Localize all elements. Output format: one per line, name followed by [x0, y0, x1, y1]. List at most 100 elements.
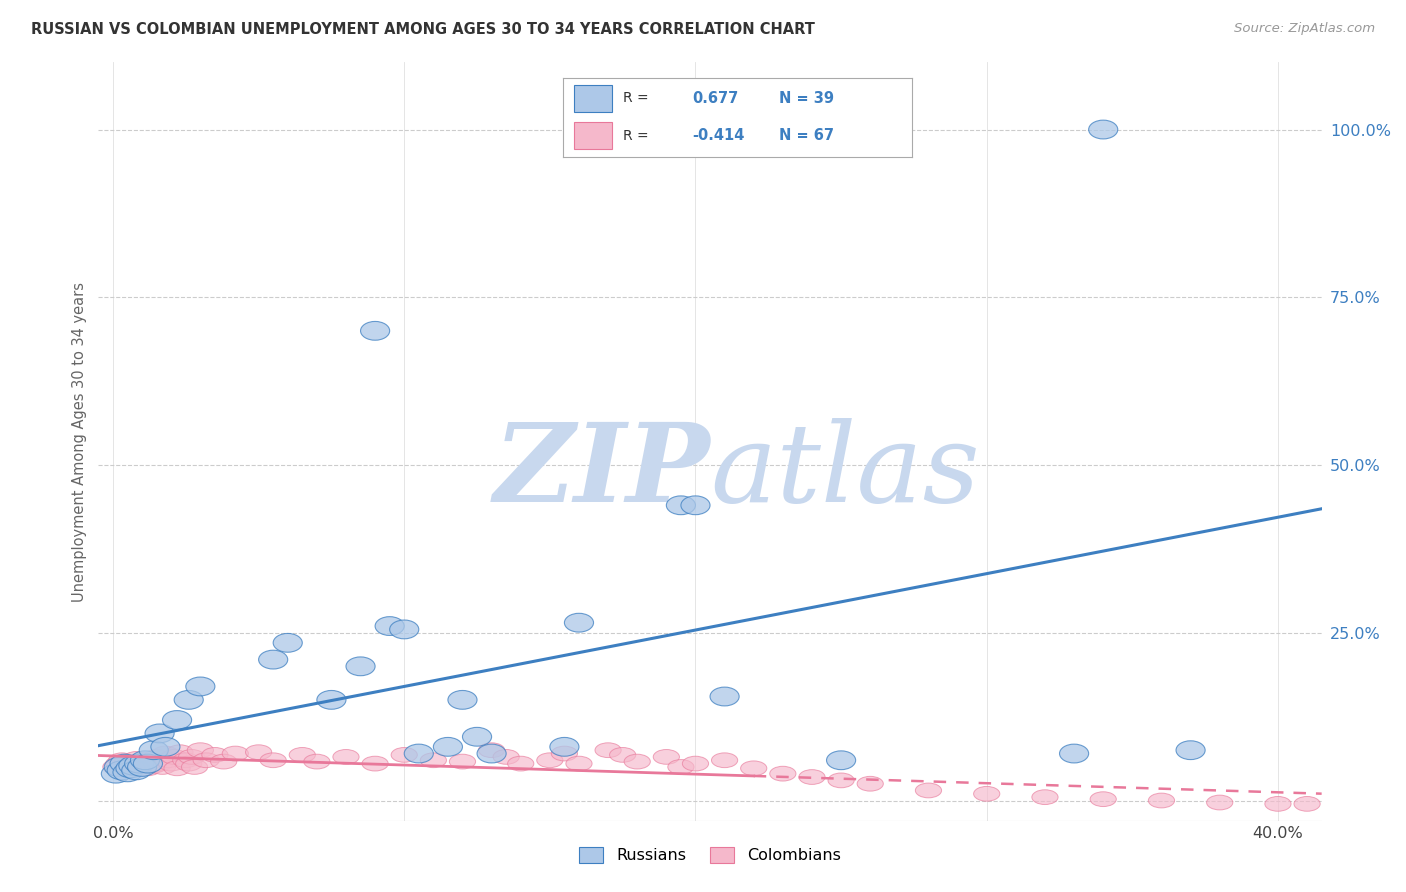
Ellipse shape [828, 773, 855, 788]
Ellipse shape [112, 763, 142, 781]
Ellipse shape [179, 749, 205, 764]
Ellipse shape [149, 760, 176, 774]
Ellipse shape [163, 711, 191, 730]
Ellipse shape [711, 753, 738, 768]
Text: atlas: atlas [710, 418, 980, 525]
Ellipse shape [105, 756, 132, 771]
Ellipse shape [1206, 795, 1233, 810]
Ellipse shape [181, 760, 208, 774]
Ellipse shape [135, 761, 162, 776]
Ellipse shape [150, 738, 180, 756]
Ellipse shape [138, 755, 165, 769]
Ellipse shape [550, 738, 579, 756]
Ellipse shape [595, 743, 621, 757]
Ellipse shape [1149, 793, 1174, 808]
Ellipse shape [1294, 797, 1320, 811]
Ellipse shape [915, 783, 942, 797]
Ellipse shape [420, 753, 447, 768]
Ellipse shape [389, 620, 419, 639]
Ellipse shape [450, 755, 475, 769]
Ellipse shape [114, 755, 141, 769]
Ellipse shape [101, 764, 131, 783]
Ellipse shape [537, 753, 562, 768]
Ellipse shape [494, 749, 519, 764]
Ellipse shape [193, 753, 219, 768]
Ellipse shape [110, 755, 139, 773]
Text: Source: ZipAtlas.com: Source: ZipAtlas.com [1234, 22, 1375, 36]
Ellipse shape [117, 761, 143, 776]
Ellipse shape [710, 687, 740, 706]
Ellipse shape [1265, 797, 1291, 811]
Ellipse shape [260, 753, 287, 768]
Ellipse shape [129, 756, 155, 771]
Ellipse shape [173, 753, 198, 768]
Ellipse shape [132, 753, 157, 768]
Ellipse shape [290, 747, 315, 763]
Ellipse shape [1090, 792, 1116, 806]
Ellipse shape [477, 744, 506, 763]
Ellipse shape [463, 727, 492, 747]
Ellipse shape [799, 770, 825, 784]
Ellipse shape [375, 616, 405, 635]
Ellipse shape [157, 756, 184, 771]
Text: ZIP: ZIP [494, 418, 710, 525]
Ellipse shape [139, 740, 169, 760]
Ellipse shape [1175, 740, 1205, 760]
Ellipse shape [610, 747, 636, 763]
Ellipse shape [624, 755, 651, 769]
Legend: Russians, Colombians: Russians, Colombians [574, 840, 846, 870]
Ellipse shape [273, 633, 302, 652]
Ellipse shape [118, 756, 148, 775]
Ellipse shape [107, 761, 136, 780]
Ellipse shape [176, 756, 202, 771]
Text: RUSSIAN VS COLOMBIAN UNEMPLOYMENT AMONG AGES 30 TO 34 YEARS CORRELATION CHART: RUSSIAN VS COLOMBIAN UNEMPLOYMENT AMONG … [31, 22, 815, 37]
Ellipse shape [131, 751, 160, 770]
Ellipse shape [145, 724, 174, 743]
Ellipse shape [973, 787, 1000, 801]
Ellipse shape [682, 756, 709, 771]
Ellipse shape [404, 744, 433, 763]
Ellipse shape [141, 758, 167, 773]
Y-axis label: Unemployment Among Ages 30 to 34 years: Unemployment Among Ages 30 to 34 years [72, 282, 87, 601]
Ellipse shape [202, 747, 228, 763]
Ellipse shape [681, 496, 710, 515]
Ellipse shape [174, 690, 204, 709]
Ellipse shape [125, 755, 153, 773]
Ellipse shape [115, 759, 145, 778]
Ellipse shape [246, 745, 271, 760]
Ellipse shape [508, 756, 534, 771]
Ellipse shape [124, 752, 149, 766]
Ellipse shape [360, 321, 389, 340]
Ellipse shape [827, 751, 856, 770]
Ellipse shape [333, 749, 359, 764]
Ellipse shape [146, 756, 173, 771]
Ellipse shape [741, 761, 766, 776]
Ellipse shape [654, 749, 679, 764]
Ellipse shape [564, 614, 593, 632]
Ellipse shape [1088, 120, 1118, 139]
Ellipse shape [222, 747, 249, 761]
Ellipse shape [186, 677, 215, 696]
Ellipse shape [121, 756, 146, 771]
Ellipse shape [346, 657, 375, 676]
Ellipse shape [162, 749, 187, 764]
Ellipse shape [165, 761, 190, 776]
Ellipse shape [478, 743, 505, 757]
Ellipse shape [666, 496, 696, 515]
Ellipse shape [128, 757, 156, 776]
Ellipse shape [1032, 789, 1059, 805]
Ellipse shape [127, 760, 152, 774]
Ellipse shape [167, 745, 193, 760]
Ellipse shape [122, 761, 150, 780]
Ellipse shape [155, 753, 181, 768]
Ellipse shape [104, 757, 134, 776]
Ellipse shape [391, 747, 418, 763]
Ellipse shape [134, 755, 163, 773]
Ellipse shape [565, 756, 592, 771]
Ellipse shape [668, 760, 695, 774]
Ellipse shape [361, 756, 388, 771]
Ellipse shape [103, 760, 129, 774]
Ellipse shape [187, 743, 214, 757]
Ellipse shape [769, 766, 796, 781]
Ellipse shape [259, 650, 288, 669]
